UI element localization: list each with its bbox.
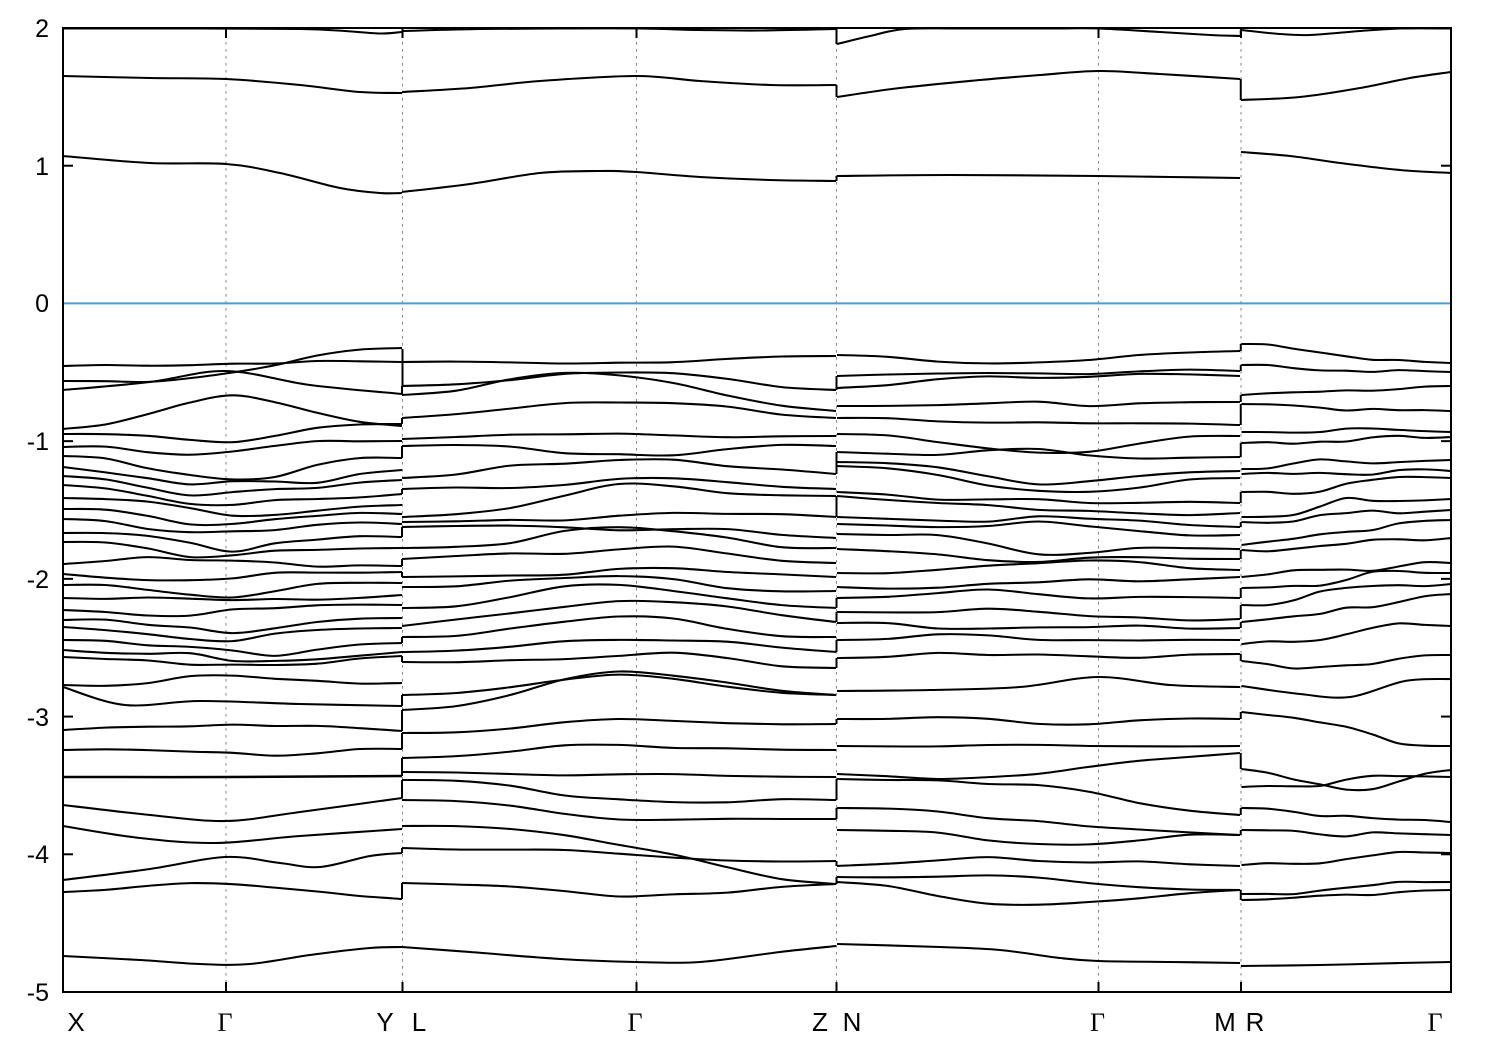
svg-text:M: M (1214, 1007, 1236, 1037)
svg-text:Γ: Γ (1427, 1008, 1442, 1037)
svg-text:2: 2 (35, 15, 49, 43)
svg-text:Z: Z (812, 1007, 828, 1037)
svg-text:N: N (843, 1007, 862, 1037)
svg-text:-3: -3 (27, 704, 49, 732)
svg-text:Γ: Γ (627, 1008, 642, 1037)
svg-text:0: 0 (35, 290, 49, 318)
svg-text:X: X (67, 1007, 84, 1037)
svg-text:R: R (1246, 1007, 1265, 1037)
svg-text:1: 1 (35, 153, 49, 181)
svg-text:-4: -4 (27, 841, 49, 869)
svg-text:-5: -5 (27, 979, 49, 1007)
svg-text:Y: Y (376, 1007, 393, 1037)
svg-text:L: L (412, 1007, 426, 1037)
svg-text:-2: -2 (27, 566, 49, 594)
svg-text:-1: -1 (27, 428, 49, 456)
svg-text:Γ: Γ (1090, 1008, 1105, 1037)
svg-text:Γ: Γ (217, 1008, 232, 1037)
